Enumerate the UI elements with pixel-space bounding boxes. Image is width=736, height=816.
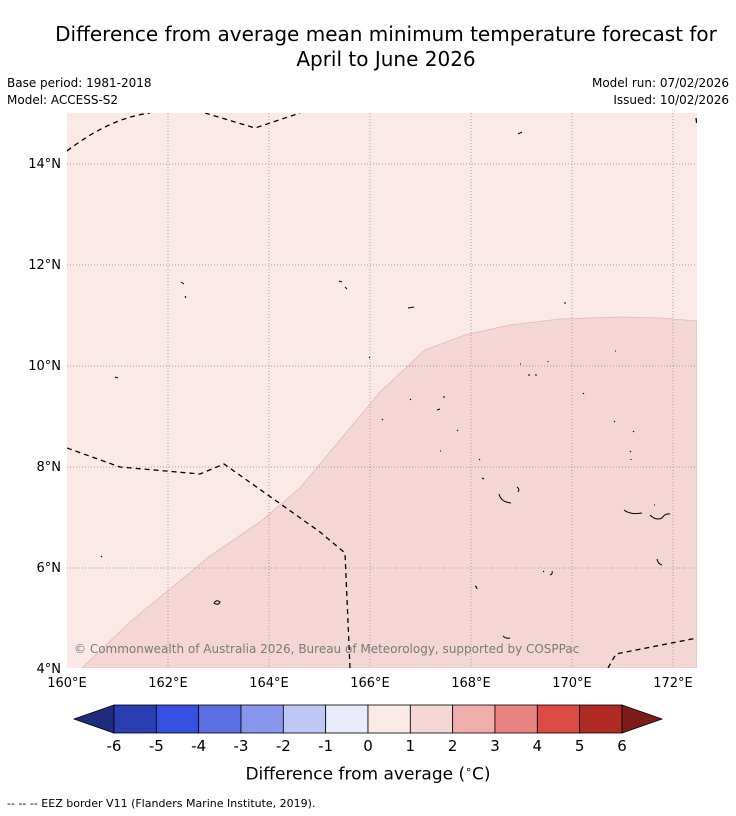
colorbar-bin: [367, 704, 411, 734]
colorbar: [72, 704, 664, 734]
colorbar-bin: [282, 704, 327, 734]
colorbar-label-text: Difference from average (: [245, 764, 466, 785]
lon-tick: 172°E: [653, 676, 693, 691]
lat-tick: 8°N: [37, 460, 62, 475]
colorbar-tick-label: -1: [318, 737, 333, 755]
lon-tick-labels: 160°E 162°E 164°E 166°E 168°E 170°E 172°…: [47, 676, 693, 691]
map-area: © Commonwealth of Australia 2026, Bureau…: [67, 113, 697, 668]
colorbar-tick-label: -2: [276, 737, 291, 755]
colorbar-ticks: -6 -5 -4 -3 -2 -1 0 1 2 3 4 5 6: [107, 737, 627, 755]
lat-tick: 12°N: [28, 258, 61, 273]
lat-tick: 4°N: [37, 662, 62, 677]
colorbar-bin: [579, 704, 623, 734]
colorbar-tick-label: 6: [617, 737, 627, 755]
title-line-1: Difference from average mean minimum tem…: [55, 22, 717, 46]
gridlines: [67, 113, 697, 668]
model-name: Model: ACCESS-S2: [7, 93, 119, 107]
colorbar-tick-label: -5: [149, 737, 164, 755]
colorbar-bin: [240, 704, 284, 734]
colorbar-tick-label: 3: [490, 737, 500, 755]
colorbar-bin: [325, 704, 369, 734]
colorbar-tick-label: 1: [406, 737, 416, 755]
lon-tick: 166°E: [350, 676, 390, 691]
lon-tick: 170°E: [552, 676, 592, 691]
lon-tick: 162°E: [148, 676, 188, 691]
colorbar-extend-high: [621, 704, 664, 734]
colorbar-label-unit: C): [472, 764, 491, 785]
eez-borders: [67, 113, 697, 668]
lon-tick: 160°E: [47, 676, 87, 691]
lat-tick: 6°N: [37, 561, 62, 576]
meta-right: Model run: 07/02/2026 Issued: 10/02/2026: [592, 75, 729, 109]
colorbar-label: Difference from average (∘C): [0, 763, 736, 785]
lon-tick: 164°E: [249, 676, 289, 691]
colorbar-bin: [113, 704, 157, 734]
colorbar-tick-label: 4: [533, 737, 543, 755]
meta-left: Base period: 1981-2018 Model: ACCESS-S2: [7, 75, 152, 109]
title-line-2: April to June 2026: [296, 47, 476, 71]
colorbar-bin: [536, 704, 581, 734]
colorbar-tick-label: 2: [448, 737, 458, 755]
colorbar-tick-label: -4: [191, 737, 206, 755]
colorbar-bin: [409, 704, 454, 734]
lon-tick: 168°E: [451, 676, 491, 691]
colorbar-tick-label: 5: [575, 737, 585, 755]
lat-tick-labels: 14°N 12°N 10°N 8°N 6°N 4°N: [28, 157, 61, 677]
colorbar-extend-low: [72, 704, 115, 734]
colorbar-tick-label: 0: [363, 737, 373, 755]
base-period: Base period: 1981-2018: [7, 76, 152, 90]
lat-tick: 10°N: [28, 359, 61, 374]
colorbar-tick-label: -3: [234, 737, 249, 755]
islands: [100, 131, 671, 639]
colorbar-bin: [494, 704, 538, 734]
colorbar-bin: [155, 704, 200, 734]
chart-title: Difference from average mean minimum tem…: [20, 22, 736, 72]
copyright-notice: © Commonwealth of Australia 2026, Bureau…: [74, 642, 579, 656]
degree-symbol: ∘: [465, 763, 472, 776]
region-1-to-2: [81, 316, 697, 668]
lat-tick: 14°N: [28, 157, 61, 172]
colorbar-tick-label: -6: [107, 737, 122, 755]
footnote: -- -- -- EEZ border V11 (Flanders Marine…: [7, 797, 316, 810]
issued-date: Issued: 10/02/2026: [613, 93, 729, 107]
colorbar-bin: [198, 704, 242, 734]
model-run: Model run: 07/02/2026: [591, 76, 729, 90]
colorbar-bin: [452, 704, 496, 734]
